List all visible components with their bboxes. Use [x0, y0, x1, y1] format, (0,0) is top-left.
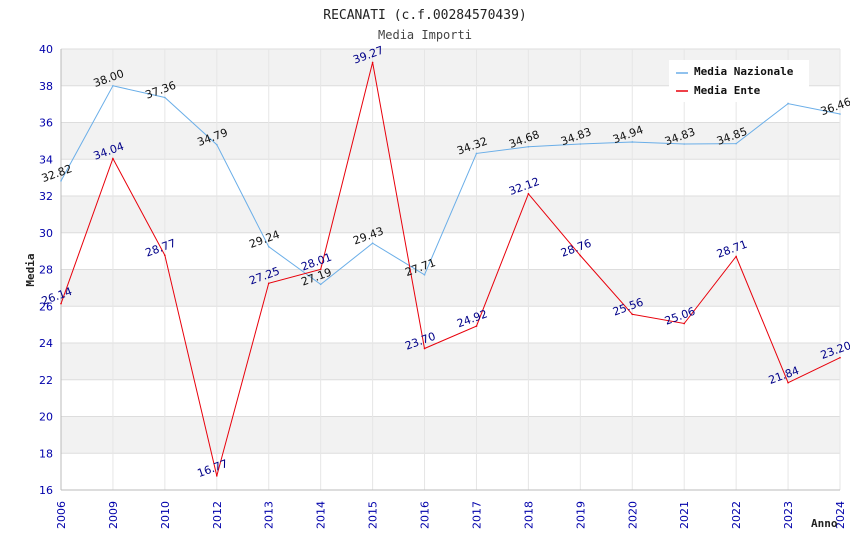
grid-band: [61, 122, 840, 160]
data-label: 28.77: [144, 237, 178, 260]
data-point: [319, 283, 322, 286]
chart-title: RECANATI (c.f.00284570439): [323, 8, 527, 23]
data-label: 25.06: [663, 305, 697, 328]
data-point: [579, 143, 582, 145]
data-point: [60, 180, 62, 182]
y-tick-label: 22: [39, 374, 53, 387]
y-tick-label: 36: [39, 117, 53, 130]
y-tick-label: 32: [39, 190, 53, 203]
x-tick-label: 2023: [782, 501, 795, 529]
data-point: [527, 192, 530, 195]
data-point: [631, 141, 634, 143]
data-point: [267, 282, 270, 285]
x-tick-label: 2017: [470, 501, 483, 529]
x-tick-labels: 2006 2009 2010 2012 2013 2014 2015 2016 2017 2018…: [55, 501, 847, 529]
data-point: [60, 302, 62, 305]
y-tick-label: 38: [39, 80, 53, 93]
x-tick-label: 2014: [315, 501, 328, 529]
grid-band: [61, 343, 840, 380]
x-tick-label: 2012: [211, 501, 224, 529]
y-tick-label: 24: [39, 337, 53, 350]
grid-band: [61, 269, 840, 307]
data-label: 28.76: [559, 237, 593, 260]
data-label: 16.77: [196, 457, 230, 480]
series-lines: [60, 61, 841, 477]
x-tick-label: 2010: [159, 501, 172, 529]
y-tick-label: 34: [39, 153, 53, 166]
data-point: [787, 102, 789, 105]
y-tick-label: 28: [39, 264, 53, 277]
data-point: [631, 313, 634, 316]
data-point: [839, 113, 841, 115]
data-label: 36.46: [819, 95, 850, 118]
grid-lines: [60, 48, 841, 491]
data-point: [475, 325, 478, 327]
x-tick-label: 2016: [419, 501, 432, 529]
series-line-media-ente: [60, 62, 841, 477]
x-tick-label: 2019: [574, 501, 587, 529]
y-tick-label: 26: [39, 300, 53, 313]
data-label: 32.12: [507, 175, 541, 198]
legend-label-ente: Media Ente: [694, 84, 761, 97]
data-point: [683, 143, 685, 145]
y-axis-label: Media: [24, 253, 37, 286]
data-point: [267, 245, 270, 248]
y-tick-label: 30: [39, 227, 53, 240]
data-point: [216, 475, 218, 477]
data-point: [683, 322, 685, 325]
data-point: [164, 96, 166, 99]
x-tick-label: 2022: [730, 501, 743, 529]
legend: Media Nazionale Media Ente: [669, 60, 809, 102]
chart-subtitle: Media Importi: [378, 28, 472, 42]
data-label: 24.92: [455, 307, 489, 330]
x-tick-label: 2021: [678, 501, 691, 529]
data-point: [579, 254, 582, 257]
data-point: [371, 61, 374, 64]
y-tick-label: 16: [39, 484, 53, 497]
y-tick-label: 40: [39, 43, 53, 56]
data-point: [423, 274, 426, 276]
grid-band: [61, 416, 840, 454]
data-point: [319, 268, 322, 271]
data-point: [527, 145, 530, 148]
series-line-media-nazionale: [60, 85, 841, 286]
data-point: [839, 356, 841, 359]
x-tick-label: 2013: [263, 501, 276, 529]
x-tick-label: 2015: [367, 501, 380, 529]
data-point: [787, 381, 789, 384]
legend-box: [669, 60, 809, 102]
x-tick-label: 2020: [626, 501, 639, 529]
data-point: [423, 347, 426, 350]
data-point: [112, 84, 114, 87]
data-point: [735, 255, 737, 258]
data-point: [164, 254, 166, 257]
data-point: [216, 143, 218, 146]
x-tick-label: 2024: [834, 501, 847, 529]
legend-label-nazionale: Media Nazionale: [694, 65, 794, 78]
data-point: [475, 152, 478, 155]
data-point: [371, 242, 374, 245]
data-point: [735, 142, 737, 145]
y-tick-label: 18: [39, 447, 53, 460]
x-tick-label: 2006: [55, 501, 68, 529]
data-label: 28.71: [715, 238, 749, 261]
x-axis-label: Anno: [811, 517, 838, 530]
data-point: [112, 157, 114, 160]
x-tick-label: 2009: [107, 501, 120, 529]
data-labels: 32.8238.0037.3634.7929.2427.1929.4327.71…: [40, 44, 850, 480]
x-tick-label: 2018: [522, 501, 535, 529]
y-tick-label: 20: [39, 411, 53, 424]
y-tick-labels: 16 18 20 22 24 26 28 30 32 34 36 38 40: [39, 43, 53, 497]
